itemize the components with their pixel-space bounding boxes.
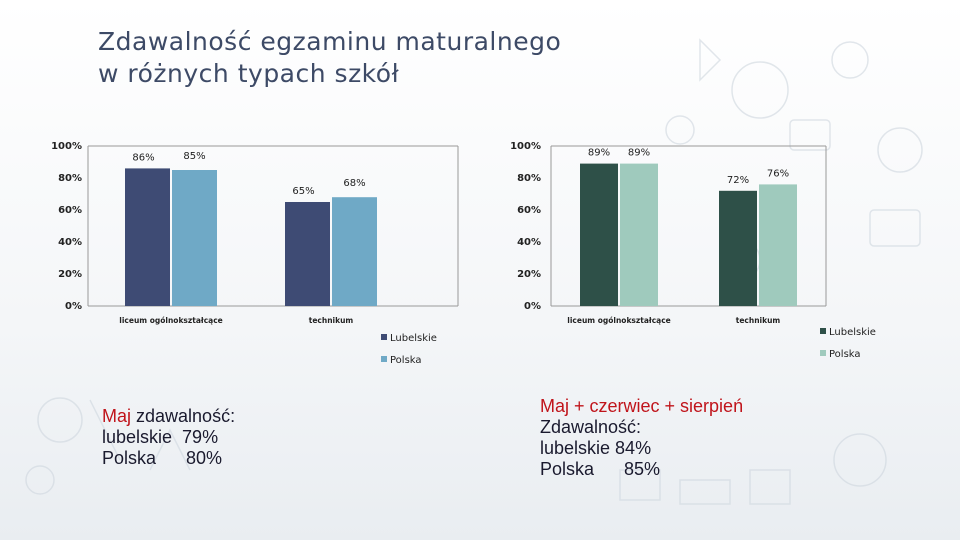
legend-label-lubelskie: Lubelskie — [390, 333, 437, 344]
title-line-2: w różnych typach szkół — [98, 59, 400, 88]
y-tick-label: 100% — [510, 141, 541, 152]
legend-swatch-polska — [381, 356, 387, 362]
note-left-line-2: lubelskie 79% — [102, 427, 219, 447]
y-tick-label: 80% — [58, 173, 82, 184]
note-right: Maj + czerwiec + sierpień Zdawalność: lu… — [540, 396, 743, 480]
note-right-highlight: Maj + czerwiec + sierpień — [540, 396, 744, 416]
legend-label-polska: Polska — [829, 349, 861, 360]
chart-left-legend: Lubelskie Polska — [381, 333, 437, 366]
legend-swatch-lubelskie — [381, 334, 387, 340]
legend-swatch-polska — [820, 350, 826, 356]
bar-polska-0 — [172, 170, 217, 306]
chart-right-legend: Lubelskie Polska — [820, 327, 876, 360]
y-tick-label: 40% — [58, 237, 82, 248]
bar-lubelskie-1 — [719, 190, 757, 306]
bar-polska-1 — [759, 184, 797, 306]
category-label-0: liceum ogólnokształcące — [119, 316, 222, 325]
data-label-polska-0: 85% — [183, 151, 205, 162]
category-label-1: technikum — [309, 316, 354, 325]
note-left: Maj zdawalność: lubelskie 79% Polska 80% — [102, 406, 235, 469]
data-label-lubelskie-0: 86% — [132, 152, 154, 163]
y-tick-label: 0% — [524, 301, 541, 312]
y-tick-label: 60% — [517, 205, 541, 216]
page-title: Zdawalność egzaminu maturalnego w różnyc… — [98, 26, 561, 90]
note-left-highlight: Maj — [102, 406, 132, 426]
note-left-line-1-rest: zdawalność: — [131, 406, 236, 426]
bar-lubelskie-0 — [580, 163, 618, 306]
legend-swatch-lubelskie — [820, 328, 826, 334]
data-label-polska-1: 68% — [343, 178, 365, 189]
legend-label-polska: Polska — [390, 355, 422, 366]
data-label-lubelskie-0: 89% — [588, 148, 610, 159]
note-right-line-4: Polska 85% — [540, 459, 661, 479]
data-label-polska-0: 89% — [628, 148, 650, 159]
data-label-lubelskie-1: 72% — [727, 175, 749, 186]
note-right-line-3: lubelskie 84% — [540, 438, 652, 458]
bar-polska-1 — [332, 197, 377, 306]
note-left-line-1: Maj zdawalność: — [102, 406, 235, 427]
y-tick-label: 20% — [517, 269, 541, 280]
note-left-line-3: Polska 80% — [102, 448, 223, 468]
legend-label-lubelskie: Lubelskie — [829, 327, 876, 338]
data-label-polska-1: 76% — [767, 168, 789, 179]
y-tick-label: 20% — [58, 269, 82, 280]
y-tick-label: 60% — [58, 205, 82, 216]
bar-lubelskie-1 — [285, 202, 330, 306]
category-label-0: liceum ogólnokształcące — [567, 316, 670, 325]
title-line-1: Zdawalność egzaminu maturalnego — [98, 27, 562, 56]
category-label-1: technikum — [736, 316, 781, 325]
y-tick-label: 40% — [517, 237, 541, 248]
y-tick-label: 80% — [517, 173, 541, 184]
data-label-lubelskie-1: 65% — [292, 186, 314, 197]
y-tick-label: 0% — [65, 301, 82, 312]
note-right-line-2: Zdawalność: — [540, 417, 642, 437]
bar-lubelskie-0 — [125, 168, 170, 306]
y-tick-label: 100% — [51, 141, 82, 152]
bar-polska-0 — [620, 163, 658, 306]
